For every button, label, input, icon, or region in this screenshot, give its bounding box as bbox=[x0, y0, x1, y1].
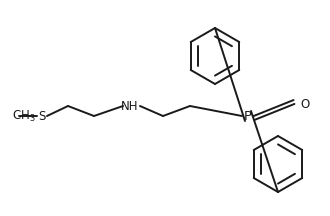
Text: P: P bbox=[244, 110, 252, 122]
Text: CH$_3$: CH$_3$ bbox=[12, 108, 36, 124]
Text: O: O bbox=[300, 97, 310, 111]
Text: S: S bbox=[38, 110, 46, 122]
Text: NH: NH bbox=[121, 100, 139, 113]
